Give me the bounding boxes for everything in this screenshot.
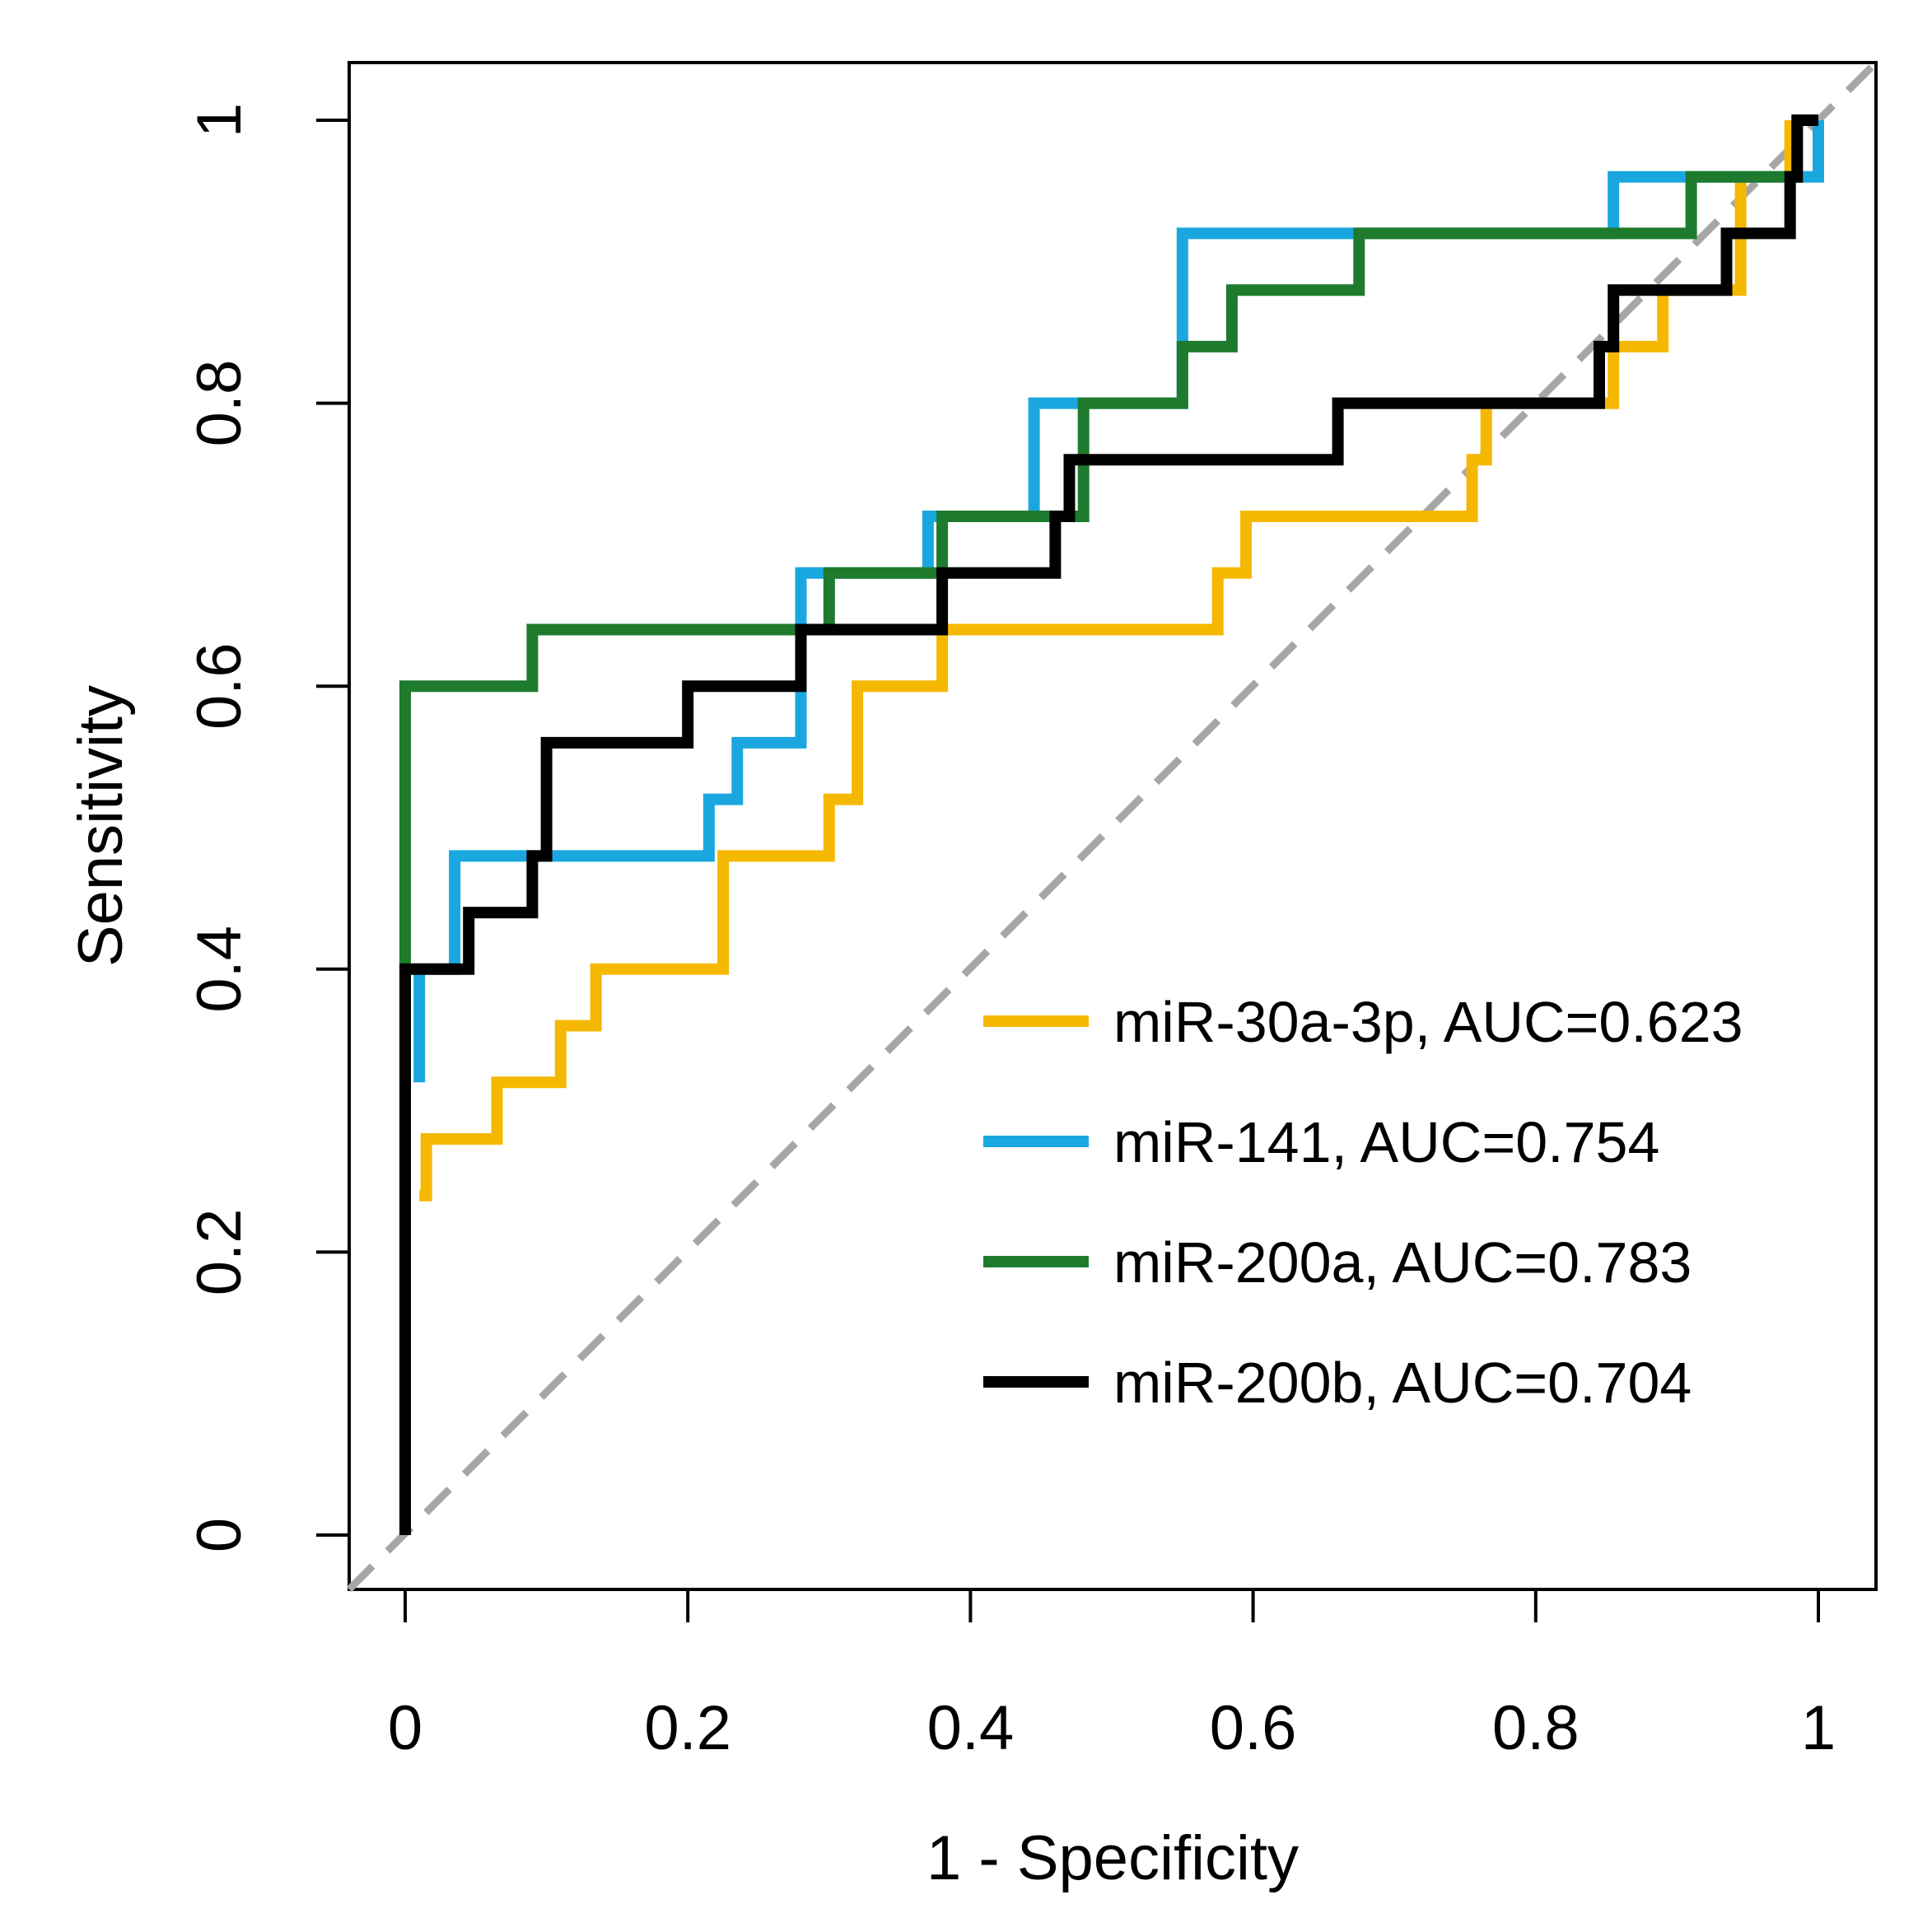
x-tick-label: 0 bbox=[388, 1693, 422, 1763]
y-tick-label: 0.6 bbox=[184, 642, 254, 730]
legend-item: miR-200a, AUC=0.783 bbox=[983, 1230, 1692, 1295]
legend-item: miR-30a-3p, AUC=0.623 bbox=[983, 990, 1743, 1054]
y-tick-label: 0.2 bbox=[184, 1209, 254, 1296]
y-axis: 0 0.2 0.4 0.6 0.8 1 bbox=[184, 103, 351, 1552]
x-tick-label: 0.6 bbox=[1210, 1693, 1297, 1763]
x-axis: 0 0.2 0.4 0.6 0.8 1 bbox=[388, 1588, 1836, 1763]
series-line-mir-200a bbox=[399, 120, 1804, 969]
legend-label: miR-30a-3p, AUC=0.623 bbox=[1113, 990, 1743, 1054]
y-axis-title: Sensitivity bbox=[66, 685, 136, 967]
y-tick-label: 0.8 bbox=[184, 360, 254, 447]
x-tick-label: 0.2 bbox=[644, 1693, 731, 1763]
y-tick-label: 1 bbox=[184, 103, 254, 138]
legend-label: miR-141, AUC=0.754 bbox=[1113, 1110, 1659, 1174]
series-line-mir-200b bbox=[399, 114, 1818, 1535]
legend: miR-30a-3p, AUC=0.623 miR-141, AUC=0.754 m… bbox=[983, 990, 1743, 1415]
y-tick-label: 0 bbox=[184, 1518, 254, 1552]
reference-diagonal bbox=[346, 59, 1879, 1593]
x-tick-label: 0.8 bbox=[1492, 1693, 1580, 1763]
x-tick-label: 1 bbox=[1801, 1693, 1836, 1763]
legend-label: miR-200b, AUC=0.704 bbox=[1113, 1351, 1692, 1415]
x-axis-title: 1 - Specificity bbox=[926, 1823, 1299, 1893]
legend-label: miR-200a, AUC=0.783 bbox=[1113, 1230, 1692, 1295]
axes: 0 0.2 0.4 0.6 0.8 1 0 0.2 0.4 0.6 0.8 1 bbox=[184, 103, 1836, 1763]
series-lines bbox=[399, 114, 1824, 1535]
x-tick-label: 0.4 bbox=[927, 1693, 1015, 1763]
y-tick-label: 0.4 bbox=[184, 926, 254, 1013]
legend-item: miR-200b, AUC=0.704 bbox=[983, 1351, 1692, 1415]
legend-item: miR-141, AUC=0.754 bbox=[983, 1110, 1659, 1174]
